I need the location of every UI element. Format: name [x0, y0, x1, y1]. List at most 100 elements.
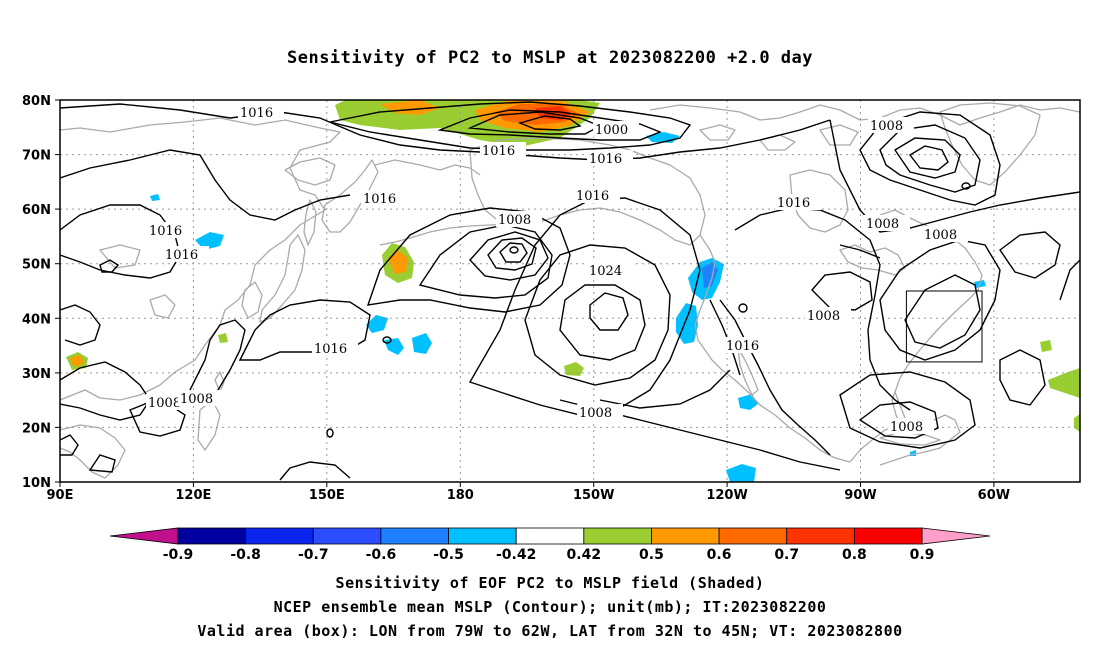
colorbar-segment	[786, 527, 855, 545]
contour-1008-east-5	[858, 401, 939, 439]
contour-label: 1008	[180, 392, 213, 407]
contour-label: 1016	[240, 106, 273, 121]
shading-positive-0.5	[1048, 368, 1080, 398]
contour-label: 1008	[870, 119, 903, 134]
contour-label: 1008	[924, 228, 957, 243]
contour-1008-east-2	[879, 239, 1001, 361]
coastline-taiwan	[214, 371, 225, 393]
contour-label: 1016	[314, 342, 347, 357]
colorbar-segment	[651, 527, 720, 545]
lat-tick-label: 30N	[22, 367, 51, 382]
contour-small-south	[326, 428, 334, 438]
colorbar-segment	[380, 527, 449, 545]
contour-aleutian-low-core	[509, 246, 519, 254]
colorbar-label: -0.42	[496, 547, 536, 563]
colorbar-segment	[177, 527, 247, 545]
contour-label: 1008	[579, 406, 612, 421]
coastline-kamchatka	[321, 159, 379, 233]
contour-label: 1016	[726, 339, 759, 354]
contour-small-low-west-coast	[738, 303, 748, 313]
contour-misc-2	[839, 244, 881, 259]
contour-greenland-low-1	[859, 111, 1001, 206]
contour-greenland-low-2	[879, 124, 981, 193]
contour-1008-south-3	[60, 434, 79, 456]
contour-1008-east-8	[999, 349, 1046, 406]
figure-title: Sensitivity of PC2 to MSLP at 2023082200…	[286, 48, 813, 68]
lat-tick-label: 50N	[22, 258, 51, 273]
shading-positive-0.5	[564, 362, 584, 376]
axis-tick-marks	[55, 99, 995, 487]
coastline-korea	[241, 281, 263, 319]
colorbar-segment	[718, 527, 788, 545]
lat-tick-labels: 80N 70N 60N 50N 40N 30N 20N 10N	[22, 94, 51, 491]
contour-1016-asia-3	[99, 259, 120, 273]
contour-1008-east-6	[999, 231, 1061, 279]
colorbar-label: 0.42	[567, 547, 602, 563]
lat-tick-label: 40N	[22, 312, 51, 327]
contour-arctic-low-4	[517, 115, 582, 131]
coastline-baja	[737, 347, 759, 396]
coastline-aleutians	[379, 223, 511, 246]
coastline-misc-asia	[99, 244, 176, 319]
contour-greenland-low-3	[894, 137, 961, 179]
contour-arctic-low-2	[437, 109, 662, 141]
coastline-asia-east	[60, 117, 341, 401]
lon-tick-labels: 90E 120E 150E 180 150W 120W 90W 60W	[47, 488, 1011, 503]
shading-positive-0.6	[388, 250, 408, 274]
colorbar-label: -0.5	[433, 547, 464, 563]
contour-label: 1016	[576, 189, 609, 204]
colorbar-label: 0.7	[774, 547, 799, 563]
lon-tick-label: 90W	[844, 488, 876, 503]
lon-tick-label: 120W	[706, 488, 747, 503]
colorbar-label: 0.6	[707, 547, 732, 563]
colorbar-label: -0.7	[298, 547, 329, 563]
lon-tick-label: 180	[447, 488, 474, 503]
contour-label: 1016	[363, 192, 396, 207]
colorbar-segment	[312, 527, 382, 545]
shading-negative-0.5	[150, 194, 160, 201]
coastline-arctic-canada	[649, 104, 1080, 126]
shading-negative-0.5	[676, 303, 698, 344]
shading-positive-0.6	[70, 355, 84, 367]
contour-label: 1024	[589, 264, 622, 279]
contour-1008-east-1	[811, 271, 873, 311]
contour-1008-south-2	[88, 454, 116, 473]
colorbar-segment	[448, 527, 517, 545]
contour-1008-coast	[719, 299, 831, 456]
coastline-philippines	[197, 399, 221, 451]
contour-pacific-high-mid	[524, 244, 671, 386]
contour-1016-east	[829, 119, 1080, 233]
lon-tick-label: 60W	[978, 488, 1010, 503]
contour-1016-westpac	[238, 299, 371, 361]
coastline-great-lakes	[839, 244, 906, 276]
contour-label: 1008	[807, 309, 840, 324]
contour-aleutian-low-1	[366, 207, 571, 313]
contour-label: 1008	[866, 217, 899, 232]
contour-label: 1008	[498, 213, 531, 228]
colorbar-segment	[853, 527, 923, 545]
lat-tick-label: 20N	[22, 421, 51, 436]
colorbar-label: 0.9	[910, 547, 935, 563]
contour-1008-south	[279, 461, 351, 481]
colorbar-segment	[245, 527, 314, 545]
coastline-okhotsk	[284, 157, 336, 186]
contour-greenland-low-4	[908, 145, 949, 171]
contour-1008-east-3	[904, 274, 981, 349]
map-frame	[59, 99, 1081, 483]
coastline-indochina	[60, 424, 126, 479]
colorbar-low-end	[109, 527, 179, 545]
contour-label: 1016	[777, 196, 810, 211]
shading-positive-0.5	[1074, 414, 1080, 432]
contour-label: 1016	[482, 144, 515, 159]
contour-greenland-low-core	[961, 182, 971, 190]
contour-labels: 1016 1016 1000 1016 1008 1016 1016 1008 …	[146, 104, 968, 435]
contour-label: 1008	[148, 396, 181, 411]
map-plot-area: 1016 1016 1000 1016 1008 1016 1016 1008 …	[60, 100, 1080, 482]
contour-aleutian-low-3	[469, 231, 549, 281]
lat-tick-label: 70N	[22, 149, 51, 164]
coastline-sakhalin	[303, 199, 317, 246]
contour-aleutian-low-4	[487, 237, 537, 271]
colorbar-high-end	[921, 527, 991, 545]
shading-negative-0.5	[726, 464, 756, 482]
contour-1008-east-7	[1059, 259, 1080, 301]
